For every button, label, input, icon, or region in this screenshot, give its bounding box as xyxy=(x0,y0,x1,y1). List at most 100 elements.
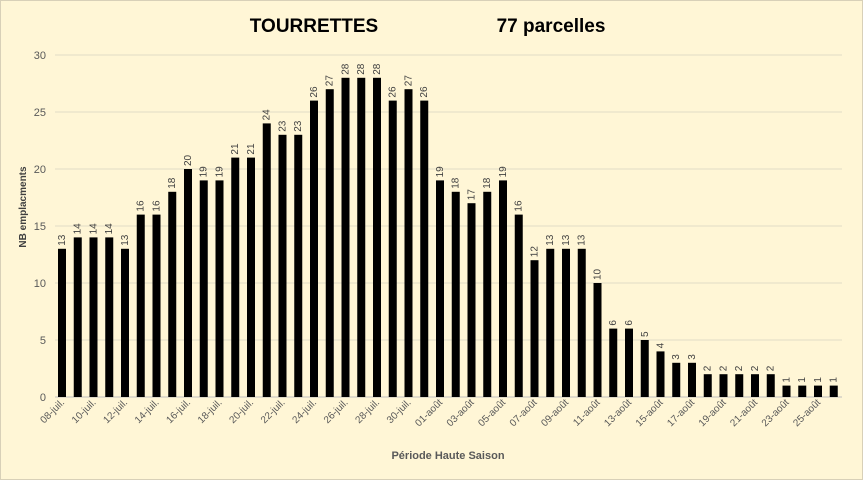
x-tick-label: 10-juil. xyxy=(70,397,99,426)
x-tick-label: 26-juil. xyxy=(322,397,351,426)
bar xyxy=(373,77,381,398)
data-label: 3 xyxy=(671,354,682,360)
data-label: 1 xyxy=(829,377,840,383)
bar xyxy=(514,214,523,397)
x-tick-label: 01-août xyxy=(413,397,445,429)
data-label: 23 xyxy=(278,120,289,132)
data-label: 6 xyxy=(624,320,635,326)
x-tick-label: 30-juil. xyxy=(385,397,414,426)
bar xyxy=(829,385,838,397)
bar xyxy=(672,362,681,397)
bar xyxy=(782,385,791,397)
bar xyxy=(73,237,82,397)
y-tick-label: 25 xyxy=(34,107,46,119)
bar xyxy=(814,385,822,397)
data-label: 12 xyxy=(530,246,541,258)
x-tick-label: 14-juil. xyxy=(133,397,162,426)
bar xyxy=(562,248,570,397)
bar xyxy=(199,180,208,397)
bar xyxy=(530,260,539,397)
y-axis-ticks: 0 5 10 15 20 25 30 xyxy=(34,50,46,404)
data-label: 13 xyxy=(577,234,588,246)
bar xyxy=(89,237,98,397)
bar xyxy=(152,214,161,397)
data-label: 14 xyxy=(73,223,84,235)
bar xyxy=(325,89,334,397)
data-label: 4 xyxy=(656,342,667,348)
x-tick-label: 07-août xyxy=(508,397,540,429)
data-label: 27 xyxy=(404,75,415,87)
data-label: 16 xyxy=(136,200,147,212)
data-label: 19 xyxy=(215,166,226,178)
bar xyxy=(640,340,649,397)
bar xyxy=(546,248,555,397)
bar xyxy=(688,362,696,397)
data-label: 2 xyxy=(750,365,761,371)
x-tick-label: 13-août xyxy=(602,397,634,429)
x-tick-label: 19-août xyxy=(697,397,729,429)
data-label: 19 xyxy=(199,166,210,178)
bar xyxy=(420,100,429,397)
bar xyxy=(262,123,271,398)
x-tick-label: 24-juil. xyxy=(291,397,320,426)
x-tick-label: 11-août xyxy=(571,397,602,428)
bar xyxy=(766,374,775,397)
bar xyxy=(719,374,728,397)
x-tick-label: 21-août xyxy=(728,397,760,429)
y-axis-label: NB emplacments xyxy=(18,166,29,248)
chart-subtitle: 77 parcelles xyxy=(497,16,606,37)
data-label: 26 xyxy=(309,86,320,98)
data-label: 16 xyxy=(152,200,163,212)
data-label: 26 xyxy=(388,86,399,98)
bar xyxy=(247,157,255,397)
x-tick-label: 05-août xyxy=(476,397,508,429)
data-label: 5 xyxy=(640,331,651,337)
x-tick-label: 12-juil. xyxy=(102,397,131,426)
data-label: 6 xyxy=(608,320,619,326)
bar xyxy=(483,191,492,397)
y-tick-label: 30 xyxy=(34,50,46,62)
data-label: 13 xyxy=(57,234,68,246)
x-tick-label: 18-juil. xyxy=(196,397,225,426)
bar xyxy=(436,180,444,397)
data-label: 19 xyxy=(498,166,509,178)
bars xyxy=(58,77,838,398)
x-tick-label: 03-août xyxy=(445,397,477,429)
bar xyxy=(703,374,712,397)
chart-title: TOURRETTES xyxy=(250,16,378,37)
x-tick-label: 22-juil. xyxy=(259,397,288,426)
bar xyxy=(735,374,744,397)
data-label: 28 xyxy=(372,63,383,75)
y-tick-label: 20 xyxy=(34,164,46,176)
x-tick-label: 20-juil. xyxy=(228,397,257,426)
bar xyxy=(499,180,507,397)
bar xyxy=(215,180,224,397)
bar xyxy=(656,351,665,397)
data-label: 23 xyxy=(293,120,304,132)
data-label: 27 xyxy=(325,75,336,87)
bar xyxy=(388,100,397,397)
bar xyxy=(593,283,602,397)
bar xyxy=(751,374,759,397)
bar xyxy=(105,237,114,397)
x-axis-label: Période Haute Saison xyxy=(391,450,504,462)
data-label: 2 xyxy=(766,365,777,371)
bar xyxy=(168,191,177,397)
bar xyxy=(136,214,145,397)
bar xyxy=(121,248,129,397)
data-label: 2 xyxy=(719,365,730,371)
bar xyxy=(58,248,66,397)
data-label: 28 xyxy=(341,63,352,75)
bar xyxy=(467,203,476,397)
y-tick-label: 10 xyxy=(34,278,46,290)
data-label: 28 xyxy=(356,63,367,75)
data-label: 2 xyxy=(703,365,714,371)
data-label: 1 xyxy=(797,377,808,383)
y-tick-label: 15 xyxy=(34,221,46,233)
x-tick-label: 09-août xyxy=(539,397,571,429)
data-label: 14 xyxy=(104,223,115,235)
x-tick-label: 25-août xyxy=(791,397,823,429)
data-label: 18 xyxy=(482,177,493,189)
